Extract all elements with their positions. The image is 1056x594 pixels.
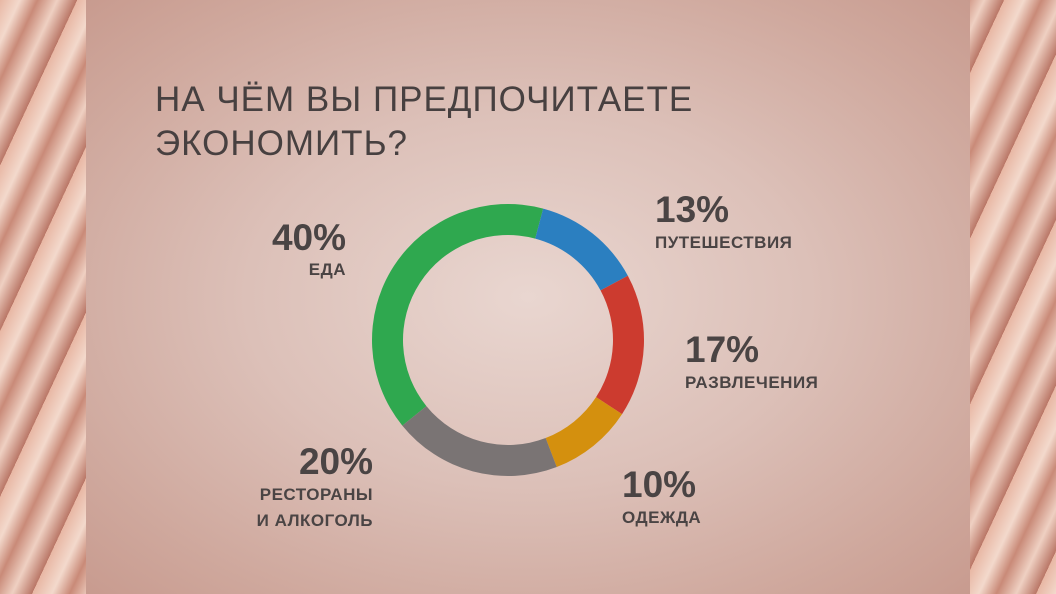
category-label: ЕДА bbox=[308, 260, 346, 279]
category-label: ПУТЕШЕСТВИЯ bbox=[655, 233, 793, 252]
chart-title: НА ЧЁМ ВЫ ПРЕДПОЧИТАЕТЕ ЭКОНОМИТЬ? bbox=[155, 80, 694, 163]
category-label: РАЗВЛЕЧЕНИЯ bbox=[685, 373, 819, 392]
panel bbox=[86, 0, 970, 594]
donut-segment bbox=[371, 203, 544, 426]
value-label: 10% bbox=[622, 464, 697, 505]
donut-segment bbox=[545, 397, 623, 467]
donut-segment bbox=[402, 406, 557, 477]
value-label: 20% bbox=[298, 441, 373, 482]
value-label: 17% bbox=[685, 329, 760, 370]
category-label: РЕСТОРАНЫ И АЛКОГОЛЬ bbox=[256, 485, 373, 530]
value-label: 13% bbox=[655, 189, 730, 230]
category-label: ОДЕЖДА bbox=[622, 508, 702, 527]
donut-segment bbox=[596, 275, 644, 415]
donut-segment bbox=[535, 208, 628, 291]
value-label: 40% bbox=[271, 217, 346, 258]
